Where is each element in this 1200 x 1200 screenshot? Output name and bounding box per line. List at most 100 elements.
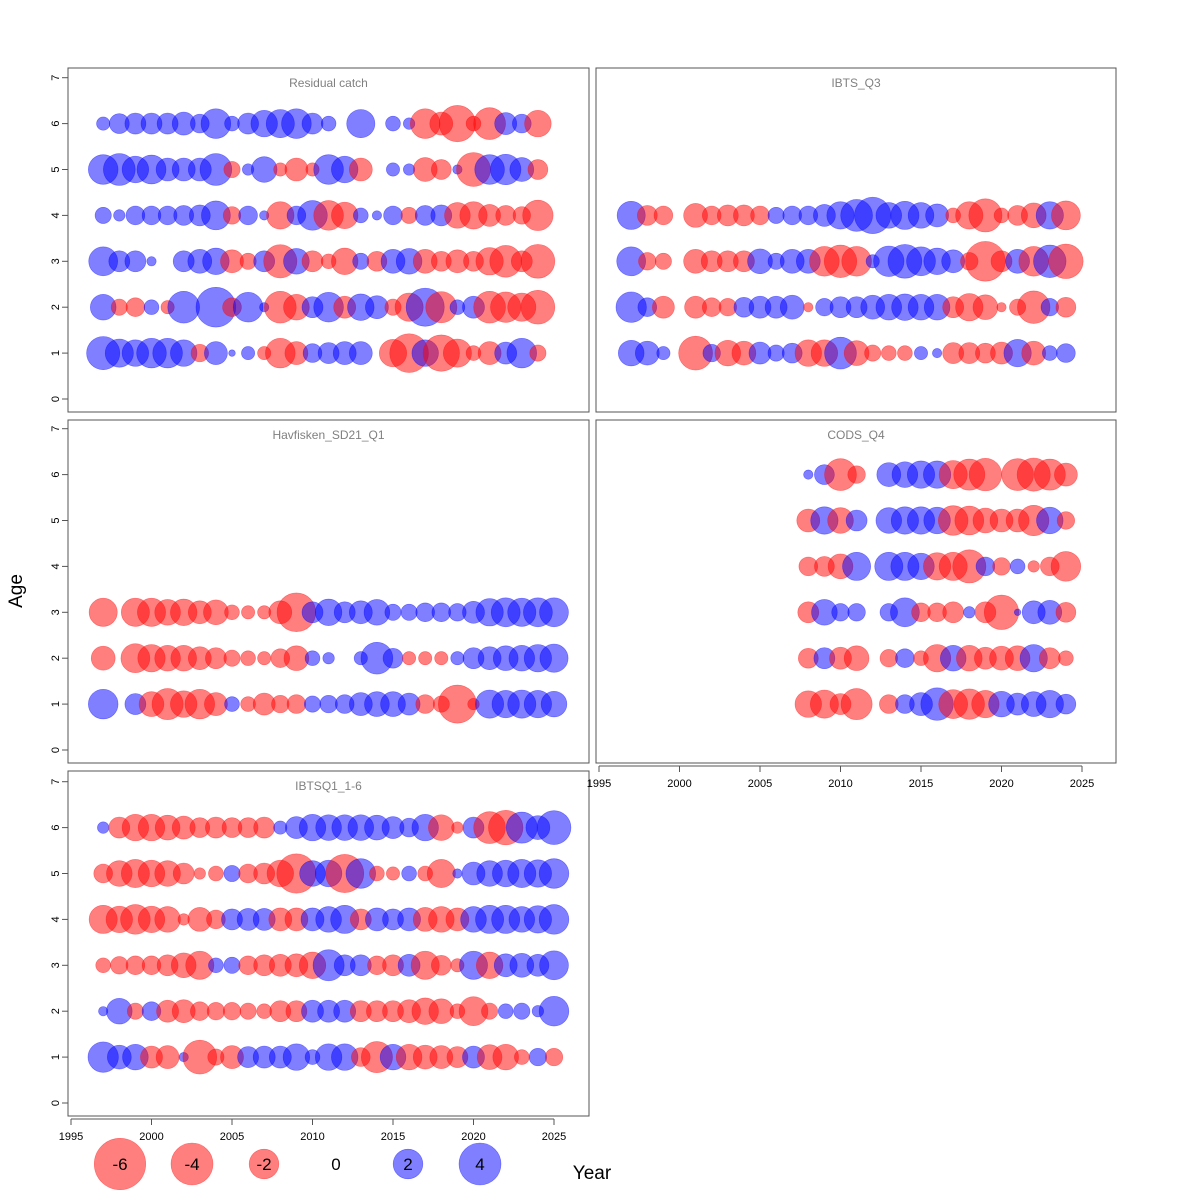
residual-bubble bbox=[301, 112, 324, 135]
residual-bubble bbox=[1051, 200, 1081, 231]
residual-bubble bbox=[1021, 340, 1046, 366]
legend-label: -6 bbox=[112, 1155, 127, 1174]
residual-bubble bbox=[881, 345, 897, 361]
residual-bubble bbox=[383, 205, 403, 226]
bubble-legend: -6 -4 -2 0 2 4 bbox=[93, 1137, 502, 1191]
y-tick-label: 4 bbox=[50, 563, 62, 569]
x-tick-label: 2015 bbox=[381, 1131, 405, 1143]
residual-bubble bbox=[223, 649, 241, 667]
panel: IBTS_Q3 bbox=[595, 67, 1117, 413]
x-tick-label: 2005 bbox=[748, 778, 772, 790]
x-tick-label: 2025 bbox=[542, 1131, 566, 1143]
residual-bubble bbox=[497, 1003, 514, 1019]
residual-bubble bbox=[450, 651, 465, 666]
residual-bubble bbox=[400, 603, 418, 621]
panel: Residual catch bbox=[67, 67, 590, 413]
residual-bubble bbox=[993, 207, 1010, 224]
residual-bubble bbox=[656, 346, 671, 361]
x-tick-label: 2000 bbox=[139, 1131, 163, 1143]
residual-bubble bbox=[353, 207, 369, 224]
residual-bubble bbox=[124, 250, 147, 273]
residual-bubble bbox=[257, 651, 272, 666]
legend-bubble bbox=[93, 1137, 147, 1191]
y-tick-label: 7 bbox=[50, 426, 62, 432]
panel-frame bbox=[67, 67, 590, 413]
residual-bubble bbox=[528, 1048, 547, 1067]
residual-bubble bbox=[126, 1002, 144, 1020]
residual-bubble bbox=[224, 696, 240, 712]
residual-bubble bbox=[522, 199, 554, 231]
residual-bubble bbox=[653, 205, 674, 226]
y-tick-label: 3 bbox=[50, 609, 62, 615]
residual-bubble bbox=[94, 206, 112, 224]
residual-bubble bbox=[520, 289, 556, 325]
panel-frame bbox=[67, 770, 590, 1117]
residual-bubble bbox=[271, 695, 290, 714]
residual-bubble bbox=[538, 858, 570, 889]
residual-bubble bbox=[193, 867, 206, 880]
legend-bubble bbox=[458, 1142, 502, 1186]
panel: CODS_Q4 bbox=[595, 419, 1117, 764]
legend-bubble bbox=[392, 1148, 424, 1180]
residual-bubble bbox=[992, 557, 1011, 576]
residual-bubble bbox=[975, 556, 996, 577]
residual-bubble bbox=[635, 340, 660, 366]
residual-bubble bbox=[539, 950, 569, 981]
y-tick-label: 0 bbox=[50, 747, 62, 753]
residual-bubble bbox=[155, 1045, 180, 1069]
x-tick-label: 2010 bbox=[300, 1131, 324, 1143]
residual-bubble bbox=[208, 957, 224, 974]
residual-bubble bbox=[386, 866, 400, 881]
residual-bubble bbox=[222, 206, 242, 225]
residual-bubble bbox=[1055, 602, 1077, 623]
residual-bubble bbox=[983, 594, 1020, 630]
residual-bubble bbox=[204, 341, 228, 365]
residual-bubble bbox=[369, 865, 385, 882]
legend-label: 0 bbox=[331, 1155, 340, 1174]
residual-bubble bbox=[322, 652, 335, 665]
x-tick-label: 1995 bbox=[587, 778, 611, 790]
residual-bubble bbox=[286, 694, 307, 714]
residual-bubble bbox=[304, 650, 321, 666]
residual-bubble bbox=[256, 1003, 272, 1019]
residual-bubble bbox=[241, 605, 256, 620]
residual-bubble bbox=[524, 110, 552, 138]
residual-bubble bbox=[348, 157, 373, 182]
residual-bubble bbox=[232, 292, 264, 323]
residual-bubble bbox=[481, 1002, 499, 1020]
residual-bubble bbox=[842, 552, 871, 581]
residual-bubble bbox=[803, 469, 814, 480]
x-tick-label: 2015 bbox=[909, 778, 933, 790]
legend-label: 4 bbox=[475, 1155, 484, 1174]
residual-bubble bbox=[241, 346, 256, 361]
residual-bubble bbox=[352, 252, 370, 270]
residual-bubble bbox=[932, 348, 943, 359]
residual-bubble bbox=[539, 643, 569, 673]
residual-bubble bbox=[1056, 343, 1076, 363]
x-tick-label: 2000 bbox=[667, 778, 691, 790]
residual-bubble bbox=[90, 645, 116, 671]
residual-bubble bbox=[223, 956, 241, 974]
residual-bubble bbox=[847, 465, 866, 484]
residual-bubble bbox=[386, 162, 400, 177]
y-tick-label: 6 bbox=[50, 472, 62, 478]
x-tick-label: 2010 bbox=[828, 778, 852, 790]
residual-bubble bbox=[544, 1048, 564, 1067]
y-tick-label: 1 bbox=[50, 701, 62, 707]
y-tick-label: 4 bbox=[50, 916, 62, 922]
residual-bubble bbox=[208, 865, 224, 882]
panel: IBTSQ1_1-6 bbox=[67, 770, 590, 1117]
residual-bubble bbox=[143, 299, 160, 315]
residual-bubble bbox=[224, 604, 240, 621]
residual-bubble bbox=[426, 859, 456, 888]
residual-bubble bbox=[513, 1002, 531, 1020]
residual-bubble bbox=[638, 252, 657, 271]
panel-frame bbox=[67, 419, 590, 764]
residual-bubble bbox=[914, 346, 928, 361]
y-tick-label: 5 bbox=[50, 517, 62, 523]
residual-bubble bbox=[1042, 345, 1058, 361]
y-tick-label: 7 bbox=[50, 75, 62, 81]
residual-bubble bbox=[431, 159, 452, 180]
residual-bubble bbox=[224, 115, 240, 132]
